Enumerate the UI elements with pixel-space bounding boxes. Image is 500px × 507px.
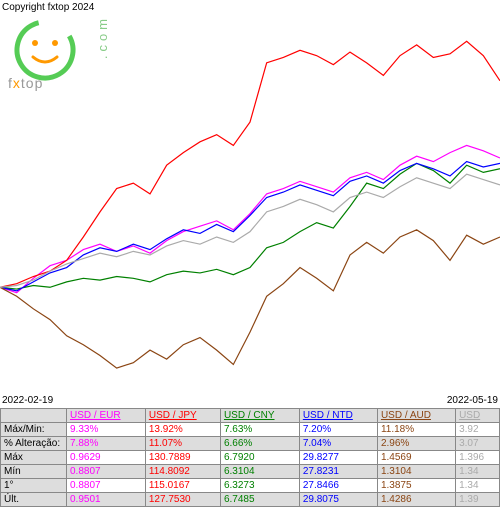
- col-jpy: USD / JPY: [145, 409, 220, 423]
- row-label: Mín: [1, 465, 67, 479]
- table-cell: 1.34: [456, 465, 500, 479]
- col-cny: USD / CNY: [220, 409, 299, 423]
- table-cell: 3.92: [456, 423, 500, 437]
- date-start: 2022-02-19: [2, 395, 53, 406]
- table-row: Máx0.9629130.78896.792029.82771.45691.39…: [1, 451, 500, 465]
- row-label: % Alteração:: [1, 437, 67, 451]
- date-end: 2022-05-19: [447, 395, 498, 406]
- table-row: % Alteração:7.88%11.07%6.66%7.04%2.96%3.…: [1, 437, 500, 451]
- table-cell: 7.63%: [220, 423, 299, 437]
- table-cell: 29.8277: [299, 451, 377, 465]
- table-cell: 6.7920: [220, 451, 299, 465]
- series-line: [0, 230, 500, 368]
- table-cell: 115.0167: [145, 479, 220, 493]
- table-cell: 7.88%: [67, 437, 146, 451]
- col-ntd: USD / NTD: [299, 409, 377, 423]
- table-cell: 1.3104: [377, 465, 455, 479]
- row-label: Máx/Min:: [1, 423, 67, 437]
- table-header-row: USD / EUR USD / JPY USD / CNY USD / NTD …: [1, 409, 500, 423]
- table-cell: 130.7889: [145, 451, 220, 465]
- col-eur: USD / EUR: [67, 409, 146, 423]
- col-oth: USD: [456, 409, 500, 423]
- table-cell: 3.07: [456, 437, 500, 451]
- table-cell: 114.8092: [145, 465, 220, 479]
- table-cell: 6.3273: [220, 479, 299, 493]
- table-cell: 0.9629: [67, 451, 146, 465]
- table-cell: 13.92%: [145, 423, 220, 437]
- col-aud: USD / AUD: [377, 409, 455, 423]
- series-line: [0, 41, 500, 287]
- table-row: 1°0.8807115.01676.327327.84661.38751.34: [1, 479, 500, 493]
- table-row: Máx/Min:9.33%13.92%7.63%7.20%11.18%3.92: [1, 423, 500, 437]
- table-cell: 6.66%: [220, 437, 299, 451]
- table-cell: 1.34: [456, 479, 500, 493]
- table-cell: 1.3875: [377, 479, 455, 493]
- table-cell: 27.8466: [299, 479, 377, 493]
- table-cell: 1.4569: [377, 451, 455, 465]
- table-cell: 7.04%: [299, 437, 377, 451]
- table-cell: 11.07%: [145, 437, 220, 451]
- row-label: 1°: [1, 479, 67, 493]
- table-cell: 2.96%: [377, 437, 455, 451]
- currency-line-chart: [0, 0, 500, 395]
- table-cell: 0.8807: [67, 479, 146, 493]
- table-row: Mín0.8807114.80926.310427.82311.31041.34: [1, 465, 500, 479]
- table-cell: 27.8231: [299, 465, 377, 479]
- table-cell: 11.18%: [377, 423, 455, 437]
- row-label: Máx: [1, 451, 67, 465]
- series-line: [0, 163, 500, 289]
- table-cell: 1.396: [456, 451, 500, 465]
- series-line: [0, 174, 500, 287]
- table-cell: 7.20%: [299, 423, 377, 437]
- table-cell: 0.8807: [67, 465, 146, 479]
- table-cell: 9.33%: [67, 423, 146, 437]
- table-cell: 6.3104: [220, 465, 299, 479]
- stats-table: USD / EUR USD / JPY USD / CNY USD / NTD …: [0, 408, 500, 507]
